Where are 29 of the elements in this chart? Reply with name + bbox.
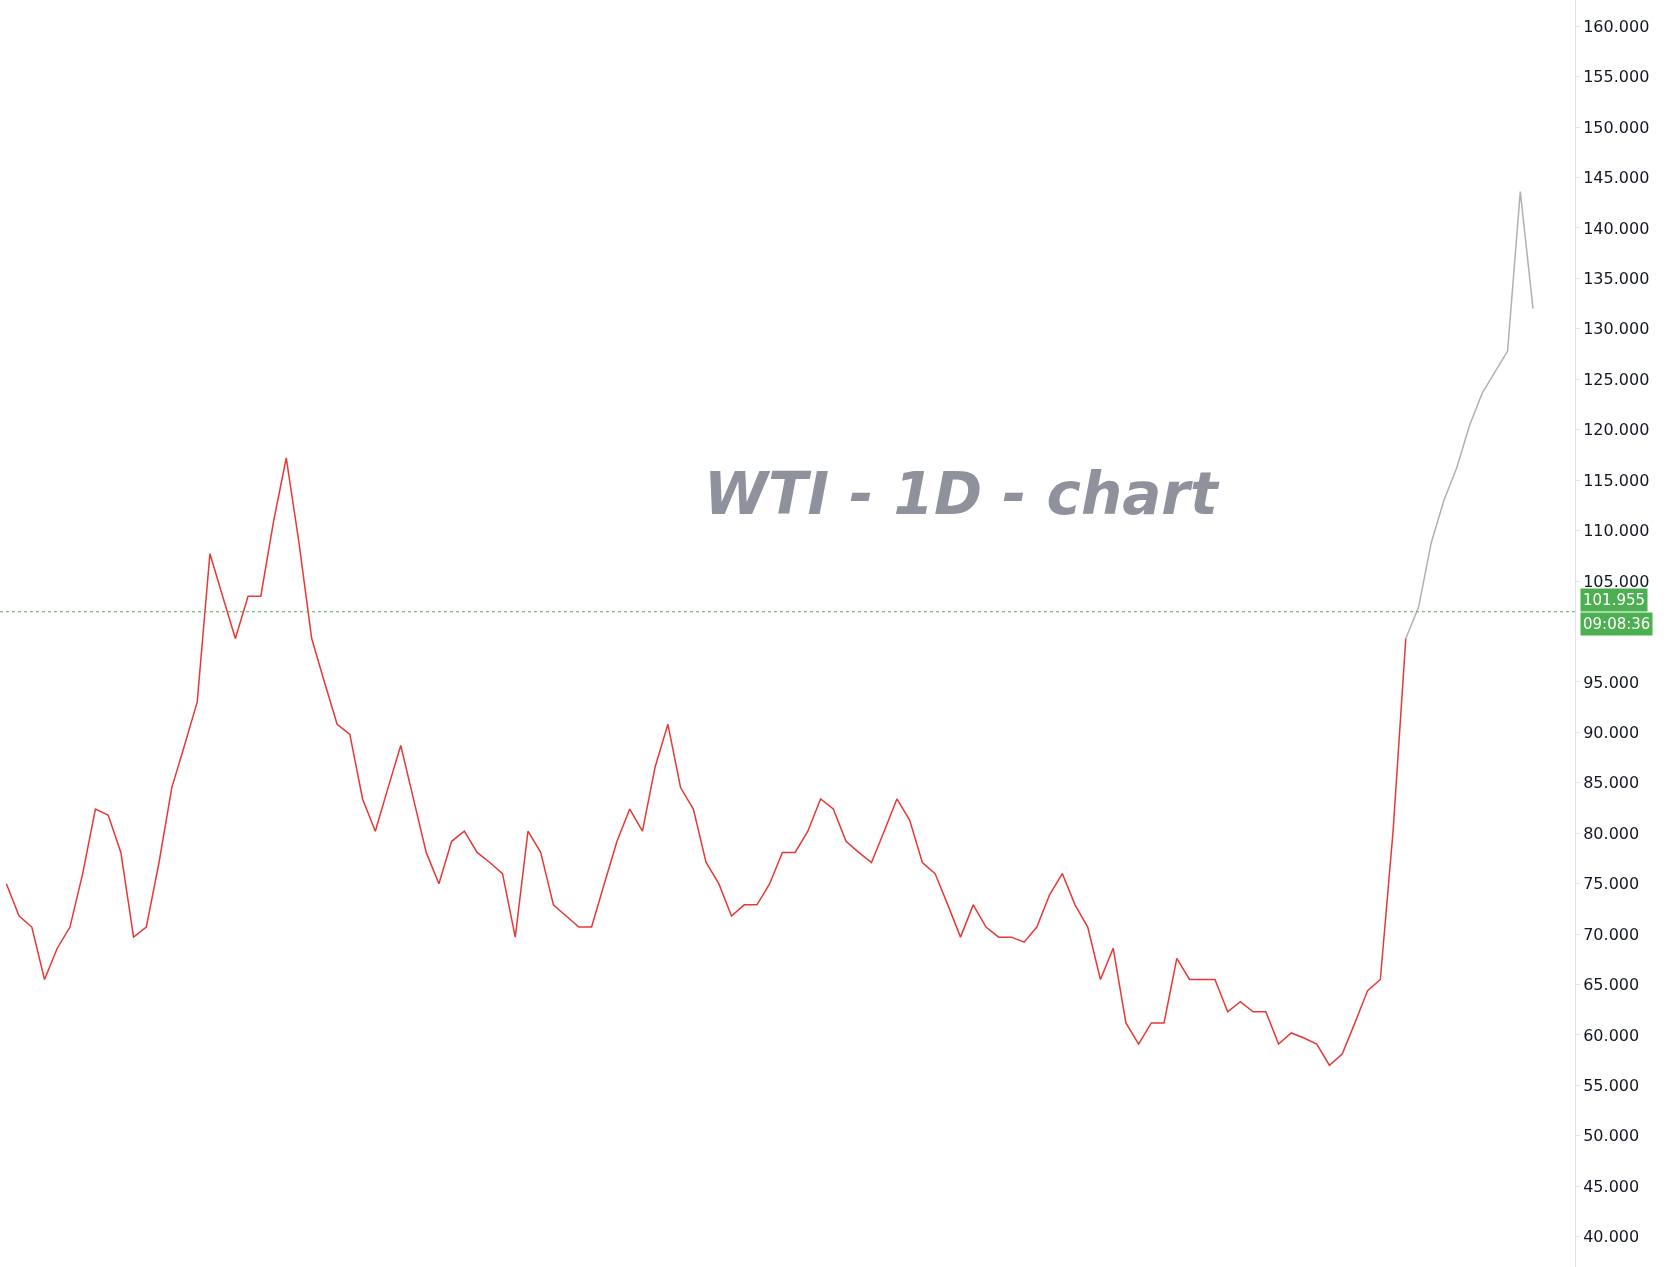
y-tick-label: 65.000 xyxy=(1583,975,1640,995)
y-tick-label: 55.000 xyxy=(1583,1076,1640,1096)
y-tick-label: 40.000 xyxy=(1583,1227,1640,1247)
y-tick-label: 60.000 xyxy=(1583,1025,1640,1045)
y-tick-label: 95.000 xyxy=(1583,672,1640,692)
y-tick-label: 140.000 xyxy=(1583,218,1650,238)
y-tick-label: 85.000 xyxy=(1583,773,1640,793)
y-tick-label: 115.000 xyxy=(1583,470,1650,490)
y-tick-label: 45.000 xyxy=(1583,1176,1640,1196)
line-series xyxy=(1405,190,1534,640)
y-tick-label: 160.000 xyxy=(1583,16,1650,36)
y-tick-label: 70.000 xyxy=(1583,924,1640,944)
y-tick-label: 75.000 xyxy=(1583,874,1640,894)
y-tick-label: 135.000 xyxy=(1583,269,1650,289)
text: WTI - 1D - chart xyxy=(703,460,1220,529)
ref-line-label: 101.955 xyxy=(1583,591,1646,609)
text: 09:08:36 xyxy=(1583,615,1651,633)
y-tick-label: 80.000 xyxy=(1583,823,1640,843)
y-tick-label: 145.000 xyxy=(1583,168,1650,188)
y-tick-label: 90.000 xyxy=(1583,722,1640,742)
y-tick-label: 50.000 xyxy=(1583,1126,1640,1146)
y-tick-label: 130.000 xyxy=(1583,319,1650,339)
y-tick-label: 125.000 xyxy=(1583,369,1650,389)
y-tick-label: 150.000 xyxy=(1583,117,1650,137)
line-series xyxy=(5,457,1407,1066)
y-tick-label: 120.000 xyxy=(1583,420,1650,440)
y-tick-label: 155.000 xyxy=(1583,67,1650,87)
y-tick-label: 105.000 xyxy=(1583,571,1650,591)
y-tick-label: 110.000 xyxy=(1583,521,1650,541)
